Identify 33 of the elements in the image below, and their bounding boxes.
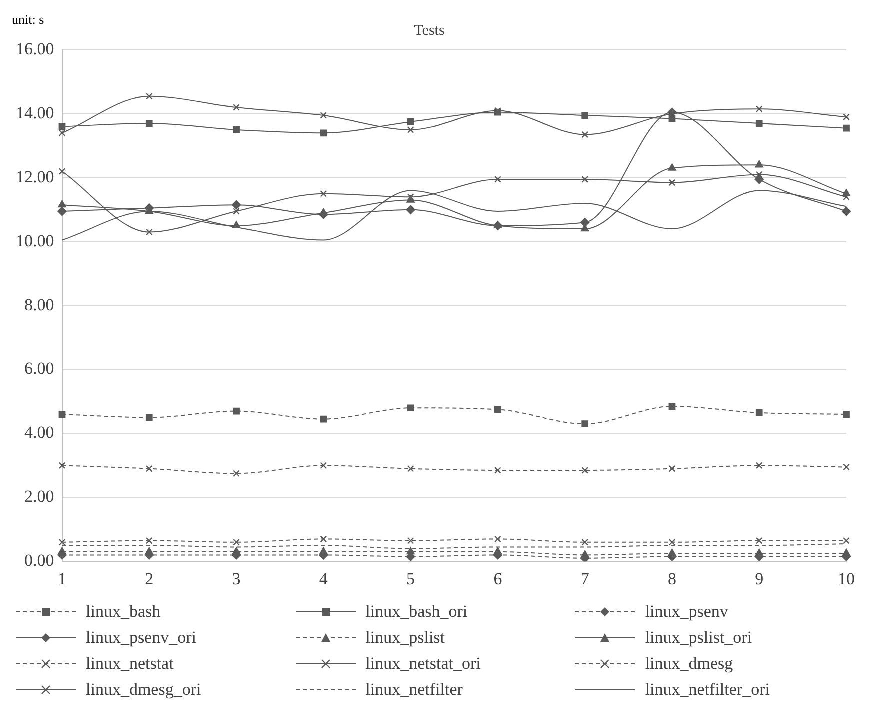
x-tick-label: 9: [755, 569, 764, 588]
legend-label: linux_netfilter_ori: [645, 680, 770, 700]
y-tick-label: 8.00: [24, 295, 54, 314]
x-tick-label: 2: [145, 569, 154, 588]
legend-label: linux_dmesg_ori: [86, 680, 202, 700]
x-tick-label: 5: [406, 569, 416, 588]
x-tick-label: 8: [668, 569, 676, 588]
chart-title: Tests: [414, 22, 445, 39]
legend-label: linux_psenv: [645, 602, 728, 622]
legend-label: linux_netfilter: [366, 680, 463, 700]
x-tick-label: 6: [494, 569, 502, 588]
legend-label: linux_bash_ori: [366, 602, 468, 622]
x-tick-label: 3: [232, 569, 241, 588]
legend-label: linux_dmesg: [645, 654, 734, 674]
legend-label: linux_psenv_ori: [86, 628, 196, 648]
legend-label: linux_pslist_ori: [645, 628, 752, 648]
y-tick-label: 2.00: [24, 487, 54, 506]
y-tick-label: 4.00: [24, 423, 54, 442]
x-tick-label: 4: [319, 569, 328, 588]
x-tick-label: 7: [580, 569, 590, 588]
legend-label: linux_netstat_ori: [366, 654, 481, 674]
legend-label: linux_netstat: [86, 654, 174, 674]
x-tick-label: 10: [838, 569, 855, 588]
y-tick-label: 16.00: [16, 39, 54, 58]
y-tick-label: 6.00: [24, 359, 54, 378]
legend-label: linux_bash: [86, 602, 161, 622]
legend-label: linux_pslist: [366, 628, 446, 648]
y-tick-label: 0.00: [24, 551, 54, 570]
y-tick-label: 10.00: [16, 231, 54, 250]
text: unit: s: [12, 12, 44, 27]
x-tick-label: 1: [58, 569, 66, 588]
y-tick-label: 14.00: [16, 103, 54, 122]
y-tick-label: 12.00: [16, 167, 54, 186]
